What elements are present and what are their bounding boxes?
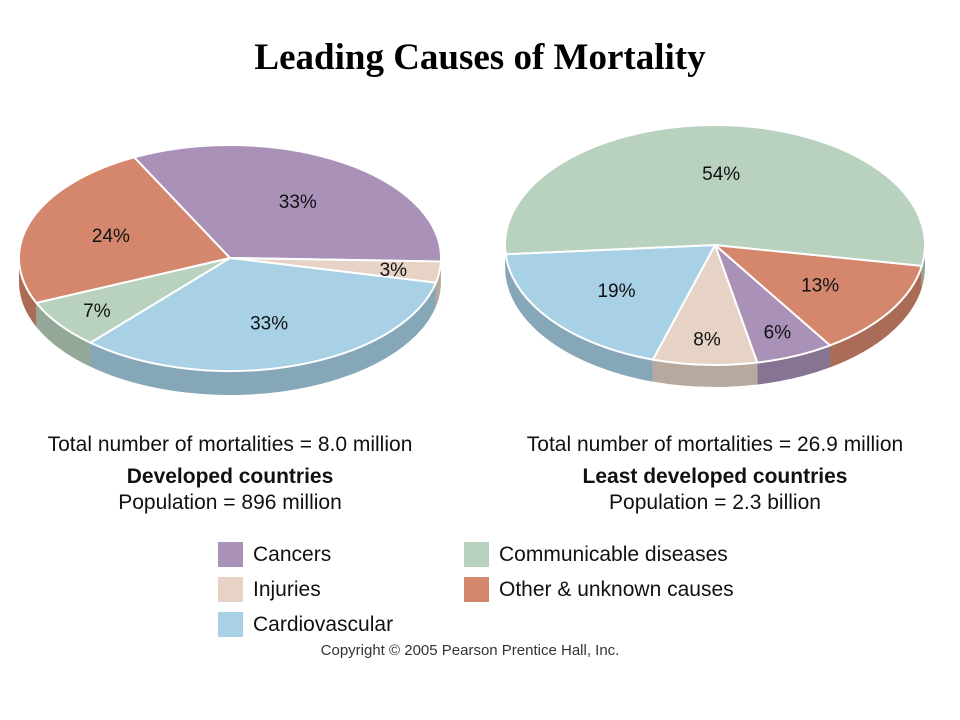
group-developed: Developed countries xyxy=(126,465,334,488)
pie-charts: 33% 3% 33% 7% 24% 13% 6% 8% 19% 54% xyxy=(18,124,926,395)
label-developed-communicable: 7% xyxy=(83,301,111,322)
label-least-developed-communicable: 54% xyxy=(702,164,740,185)
slice-least-developed-injuries xyxy=(651,242,759,366)
label-developed-injuries: 3% xyxy=(380,260,408,281)
side-least-developed-injuries-0 xyxy=(652,359,758,388)
slice-least-developed-communicable xyxy=(504,124,926,267)
side-developed-communicable-1 xyxy=(36,302,91,367)
label-least-developed-cardiovascular: 19% xyxy=(597,281,635,302)
side-least-developed-other-0 xyxy=(829,265,922,368)
slice-developed-cancers xyxy=(132,144,442,263)
pie-chart-least-developed: 13% 6% 8% 19% 54% xyxy=(504,124,926,388)
total-mortalities-developed: Total number of mortalities = 8.0 millio… xyxy=(47,433,413,456)
slice-developed-cardiovascular xyxy=(88,256,438,372)
slice-least-developed-cardiovascular xyxy=(504,243,717,361)
legend-swatch-injuries xyxy=(218,577,243,602)
slice-developed-other xyxy=(18,156,232,304)
legend-swatch-other xyxy=(464,577,489,602)
legend-swatch-communicable xyxy=(464,542,489,567)
label-developed-other: 24% xyxy=(92,226,130,247)
legend-swatch-cancers xyxy=(218,542,243,567)
label-developed-cancers: 33% xyxy=(279,192,317,213)
page-title: Leading Causes of Mortality xyxy=(254,37,706,78)
legend-label-other: Other & unknown causes xyxy=(499,577,734,601)
side-developed-other-1 xyxy=(18,258,37,327)
legend-label-communicable: Communicable diseases xyxy=(499,542,728,566)
population-developed: Population = 896 million xyxy=(118,491,342,514)
caption-least-developed: Total number of mortalities = 26.9 milli… xyxy=(500,432,930,516)
copyright: Copyright © 2005 Pearson Prentice Hall, … xyxy=(320,642,620,659)
slice-least-developed-other xyxy=(711,243,924,347)
side-least-developed-cancers-0 xyxy=(757,345,830,385)
legend-item-cancers: Cancers xyxy=(218,542,331,567)
group-least-developed: Least developed countries xyxy=(582,465,848,488)
legend-label-injuries: Injuries xyxy=(253,577,321,601)
side-developed-cardiovascular-1 xyxy=(90,282,436,395)
label-least-developed-cancers: 6% xyxy=(764,323,792,344)
legend-item-injuries: Injuries xyxy=(218,577,321,602)
legend-label-cancers: Cancers xyxy=(253,542,332,566)
caption-developed: Total number of mortalities = 8.0 millio… xyxy=(20,432,440,516)
label-least-developed-other: 13% xyxy=(801,276,839,297)
pie-chart-developed: 33% 3% 33% 7% 24% xyxy=(18,144,442,395)
population-least-developed: Population = 2.3 billion xyxy=(609,491,821,514)
legend-swatch-cardiovascular xyxy=(218,612,243,637)
legend-item-other: Other & unknown causes xyxy=(464,577,734,602)
label-developed-cardiovascular: 33% xyxy=(250,314,288,335)
total-mortalities-least-developed: Total number of mortalities = 26.9 milli… xyxy=(526,433,904,456)
side-least-developed-cardiovascular-0 xyxy=(505,254,653,382)
legend-label-cardiovascular: Cardiovascular xyxy=(253,612,394,636)
legend-item-cardiovascular: Cardiovascular xyxy=(218,612,393,637)
label-least-developed-injuries: 8% xyxy=(693,330,721,351)
legend-item-communicable: Communicable diseases xyxy=(464,542,728,567)
legend: Cancers Injuries Cardiovascular Communic… xyxy=(218,540,778,640)
